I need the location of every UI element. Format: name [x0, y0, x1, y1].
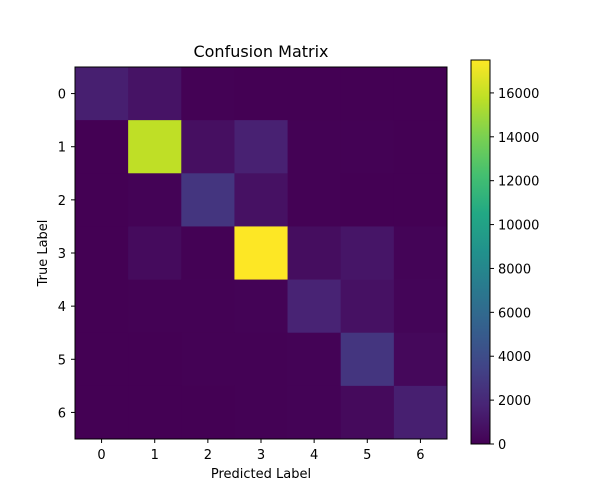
heatmap-cell [128, 279, 182, 334]
colorbar-tick-label: 12000 [498, 175, 539, 190]
y-tick-label: 2 [58, 194, 66, 209]
heatmap-cell [75, 385, 129, 440]
heatmap-cell [181, 385, 235, 440]
y-tick-label: 6 [58, 406, 66, 421]
heatmap-cell [340, 279, 395, 334]
heatmap-cell [128, 332, 182, 387]
heatmap-cell [340, 173, 395, 227]
x-axis-label: Predicted Label [211, 467, 311, 482]
x-tick-label: 1 [151, 448, 159, 463]
colorbar-tick-label: 2000 [498, 394, 531, 409]
heatmap-cells [75, 67, 448, 440]
heatmap-cell [75, 279, 129, 334]
colorbar-tick-label: 0 [498, 438, 506, 453]
heatmap-cell [287, 332, 342, 387]
colorbar-tick-label: 4000 [498, 350, 531, 365]
y-tick-label: 5 [58, 353, 66, 368]
heatmap-cell [393, 120, 448, 174]
colorbar-tick-label: 10000 [498, 219, 539, 234]
heatmap-cell [340, 385, 395, 440]
y-tick-label: 4 [58, 300, 66, 315]
colorbar-tick-label: 6000 [498, 306, 531, 321]
heatmap-cell [393, 173, 448, 227]
heatmap-cell [234, 332, 288, 387]
y-axis-ticks: 0 1 2 3 4 5 6 [58, 88, 75, 421]
heatmap-cell [128, 173, 182, 227]
x-tick-label: 3 [257, 448, 265, 463]
heatmap-cell [234, 385, 288, 440]
heatmap-cell [181, 279, 235, 334]
colorbar-tick-label: 14000 [498, 131, 539, 146]
heatmap-cell [234, 226, 288, 280]
heatmap-cell [340, 120, 395, 174]
heatmap-cell [393, 332, 448, 387]
heatmap-cell [234, 279, 288, 334]
heatmap-cell [75, 67, 129, 121]
y-axis-label: True Label [36, 220, 51, 288]
x-tick-label: 6 [416, 448, 424, 463]
heatmap-cell [287, 173, 342, 227]
heatmap-cell [181, 173, 235, 227]
heatmap-cell [181, 226, 235, 280]
heatmap-cell [340, 332, 395, 387]
x-tick-label: 4 [310, 448, 318, 463]
heatmap-cell [75, 226, 129, 280]
heatmap-cell [287, 67, 342, 121]
y-tick-label: 3 [58, 247, 66, 262]
colorbar [470, 59, 491, 445]
colorbar-tick-label: 16000 [498, 87, 539, 102]
colorbar-tick-label: 8000 [498, 262, 531, 277]
heatmap-cell [128, 226, 182, 280]
x-tick-label: 5 [363, 448, 371, 463]
heatmap-cell [128, 385, 182, 440]
heatmap-cell [287, 120, 342, 174]
x-tick-label: 2 [204, 448, 212, 463]
heatmap-cell [234, 120, 288, 174]
heatmap-cell [234, 173, 288, 227]
heatmap-cell [340, 67, 395, 121]
chart-title: Confusion Matrix [193, 42, 328, 61]
y-tick-label: 1 [58, 141, 66, 156]
y-tick-label: 0 [58, 88, 66, 103]
heatmap-cell [181, 120, 235, 174]
heatmap-cell [393, 67, 448, 121]
heatmap-cell [128, 120, 182, 174]
heatmap-cell [393, 385, 448, 440]
heatmap-cell [75, 120, 129, 174]
heatmap-cell [393, 279, 448, 334]
x-tick-label: 0 [97, 448, 105, 463]
heatmap-cell [181, 67, 235, 121]
heatmap-cell [287, 226, 342, 280]
heatmap-cell [75, 173, 129, 227]
heatmap-cell [234, 67, 288, 121]
colorbar-ticks: 0 2000 4000 6000 8000 10000 12000 14000 16000 [490, 87, 539, 453]
heatmap-cell [287, 279, 342, 334]
heatmap-cell [128, 67, 182, 121]
heatmap-cell [75, 332, 129, 387]
x-axis-ticks: 0 1 2 3 4 5 6 [97, 439, 425, 463]
heatmap-cell [393, 226, 448, 280]
heatmap-cell [181, 332, 235, 387]
heatmap-cell [287, 385, 342, 440]
heatmap-cell [340, 226, 395, 280]
